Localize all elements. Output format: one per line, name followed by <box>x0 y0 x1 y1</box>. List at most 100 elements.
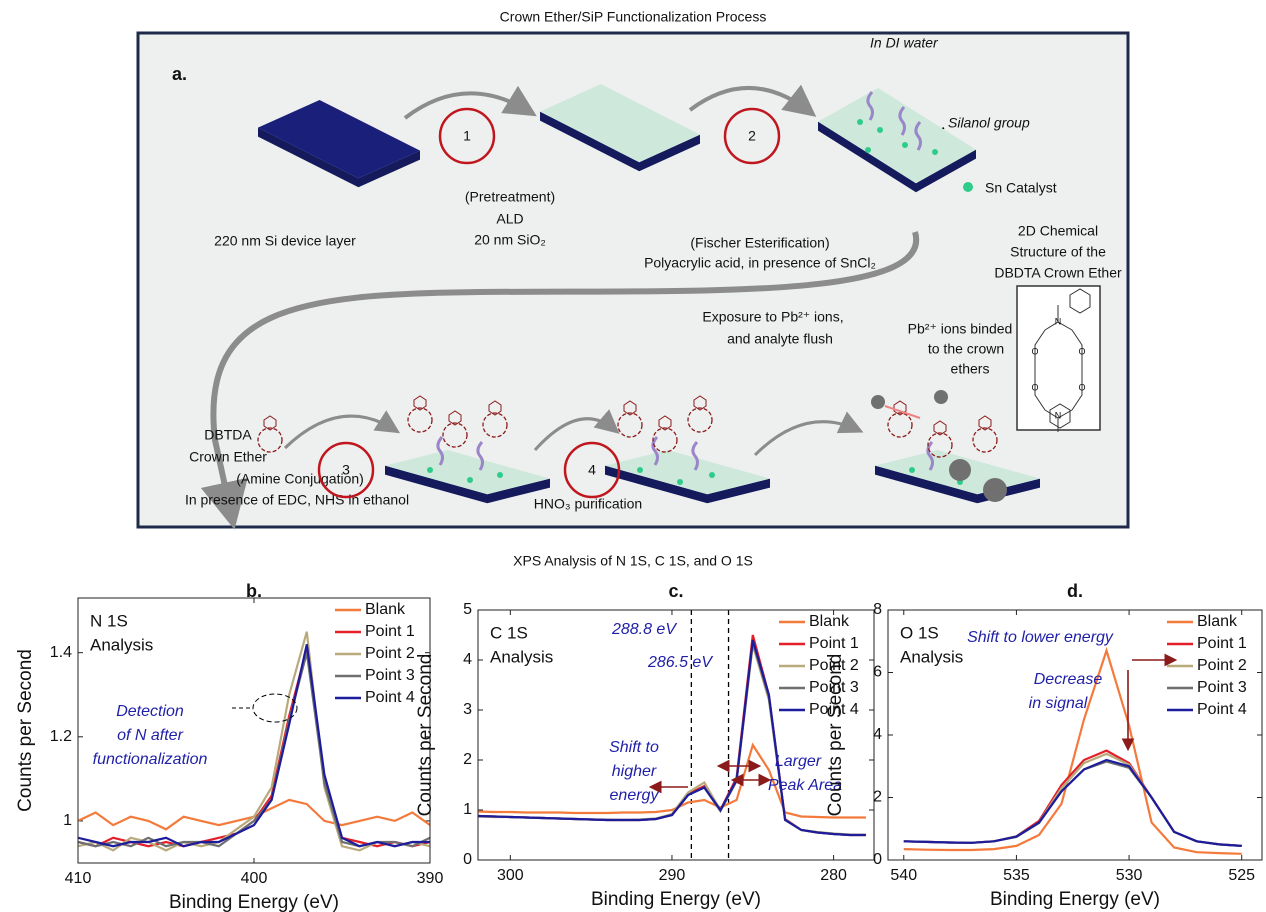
pb-ion <box>934 390 948 404</box>
structure-bonds <box>1034 305 1083 432</box>
reference-label: 286.5 eV <box>647 654 713 671</box>
plot-frame <box>477 609 875 861</box>
label: Sn Catalyst <box>985 180 1057 196</box>
x-tick-label: 280 <box>820 867 847 884</box>
catalyst-dot <box>877 127 883 133</box>
slab-top <box>540 84 700 163</box>
annotation: C 1S <box>490 623 528 642</box>
catalyst-dot <box>677 479 683 485</box>
annotation: O 1S <box>900 623 939 642</box>
y-tick-label: 0 <box>873 851 882 868</box>
figure-title: Crown Ether/SiP Functionalization Proces… <box>500 9 767 25</box>
y-tick-label: 8 <box>873 601 882 618</box>
crown-ether <box>257 427 283 453</box>
label: (Fischer Esterification) <box>690 235 829 251</box>
x-tick-label: 410 <box>65 870 92 887</box>
x-tick-label: 400 <box>241 870 268 887</box>
crown-ether <box>442 422 468 448</box>
crown-ether <box>972 427 998 453</box>
atom: O <box>1031 382 1038 392</box>
silanol <box>436 436 444 466</box>
step-circle <box>563 441 621 499</box>
series-line <box>903 758 1242 847</box>
x-tick-label: 525 <box>1228 867 1255 884</box>
atom: N <box>1055 410 1062 420</box>
silanol <box>898 106 906 136</box>
y-tick-label: 1.2 <box>50 728 72 745</box>
crown-ether <box>617 412 643 438</box>
x-axis-label: Binding Energy (eV) <box>591 889 761 910</box>
y-tick-label: 4 <box>463 651 472 668</box>
y-tick-label: 1.4 <box>50 644 72 661</box>
note: Peak Area <box>768 777 842 794</box>
atom: O <box>1078 346 1085 356</box>
series-line <box>478 639 866 837</box>
series-line <box>478 644 866 837</box>
silanol <box>691 441 699 471</box>
annotation: N 1S <box>90 611 128 630</box>
label: ALD <box>496 211 523 227</box>
crown-ether <box>687 407 713 433</box>
step-number: 2 <box>748 128 756 144</box>
x-tick-label: 300 <box>497 867 524 884</box>
step-number: 1 <box>463 128 471 144</box>
label: HNO₃ purification <box>534 496 642 512</box>
slab-side <box>540 111 700 172</box>
legend-label: Point 2 <box>365 645 415 662</box>
atom: O <box>1031 346 1038 356</box>
y-tick-label: 4 <box>873 726 882 743</box>
annotation: Analysis <box>90 635 153 654</box>
crown-ether <box>652 427 678 453</box>
slab-side <box>818 121 976 193</box>
slab-top <box>818 88 976 184</box>
crown-ether-ring <box>488 400 502 416</box>
silanol <box>866 91 874 121</box>
slab-side <box>258 127 420 188</box>
crown-ether-ring <box>933 420 947 436</box>
catalyst-dot <box>909 467 915 473</box>
note: of N after <box>117 727 183 744</box>
reference-label: 288.8 eV <box>611 621 677 638</box>
crown-ether-ring <box>693 395 707 411</box>
label: DBTDA <box>204 427 252 443</box>
arrow <box>200 231 920 530</box>
legend-label: Point 3 <box>809 679 859 696</box>
label: 2D Chemical <box>1018 223 1098 239</box>
x-tick-label: 535 <box>1003 867 1030 884</box>
note: energy <box>610 787 660 804</box>
catalyst-dot <box>932 149 938 155</box>
note: Decrease <box>1034 671 1103 688</box>
panel-label: c. <box>668 581 683 601</box>
slab-top <box>605 450 770 495</box>
silanol <box>651 436 659 466</box>
legend-label: Point 1 <box>1197 635 1247 652</box>
catalyst-dot <box>963 182 973 192</box>
label: Exposure to Pb²⁺ ions, <box>702 309 843 325</box>
legend-label: Blank <box>365 601 406 618</box>
label: to the crown <box>928 341 1004 357</box>
benzene <box>1069 288 1091 314</box>
xps-title: XPS Analysis of N 1S, C 1S, and O 1S <box>513 553 753 569</box>
label: (Pretreatment) <box>465 189 555 205</box>
arrow <box>403 85 537 120</box>
crown-ether-ring <box>623 400 637 416</box>
y-tick-label: 2 <box>873 789 882 806</box>
label: 220 nm Si device layer <box>214 233 356 249</box>
crown-ether <box>887 412 913 438</box>
y-tick-label: 5 <box>463 601 472 618</box>
slab-top <box>258 100 420 179</box>
legend-label: Blank <box>1197 613 1238 630</box>
crown-ether-ring <box>263 415 277 431</box>
x-axis-label: Binding Energy (eV) <box>169 892 339 912</box>
legend-label: Point 4 <box>809 701 859 718</box>
plot-frame <box>887 609 1263 861</box>
label: In DI water <box>870 35 939 51</box>
y-tick-label: 1 <box>463 801 472 818</box>
legend-label: Point 3 <box>1197 679 1247 696</box>
label: Silanol group <box>948 115 1030 131</box>
catalyst-dot <box>467 477 473 483</box>
label: ethers <box>951 361 990 377</box>
legend-label: Blank <box>809 613 850 630</box>
step-circle <box>723 107 781 165</box>
benzene <box>1049 403 1071 429</box>
